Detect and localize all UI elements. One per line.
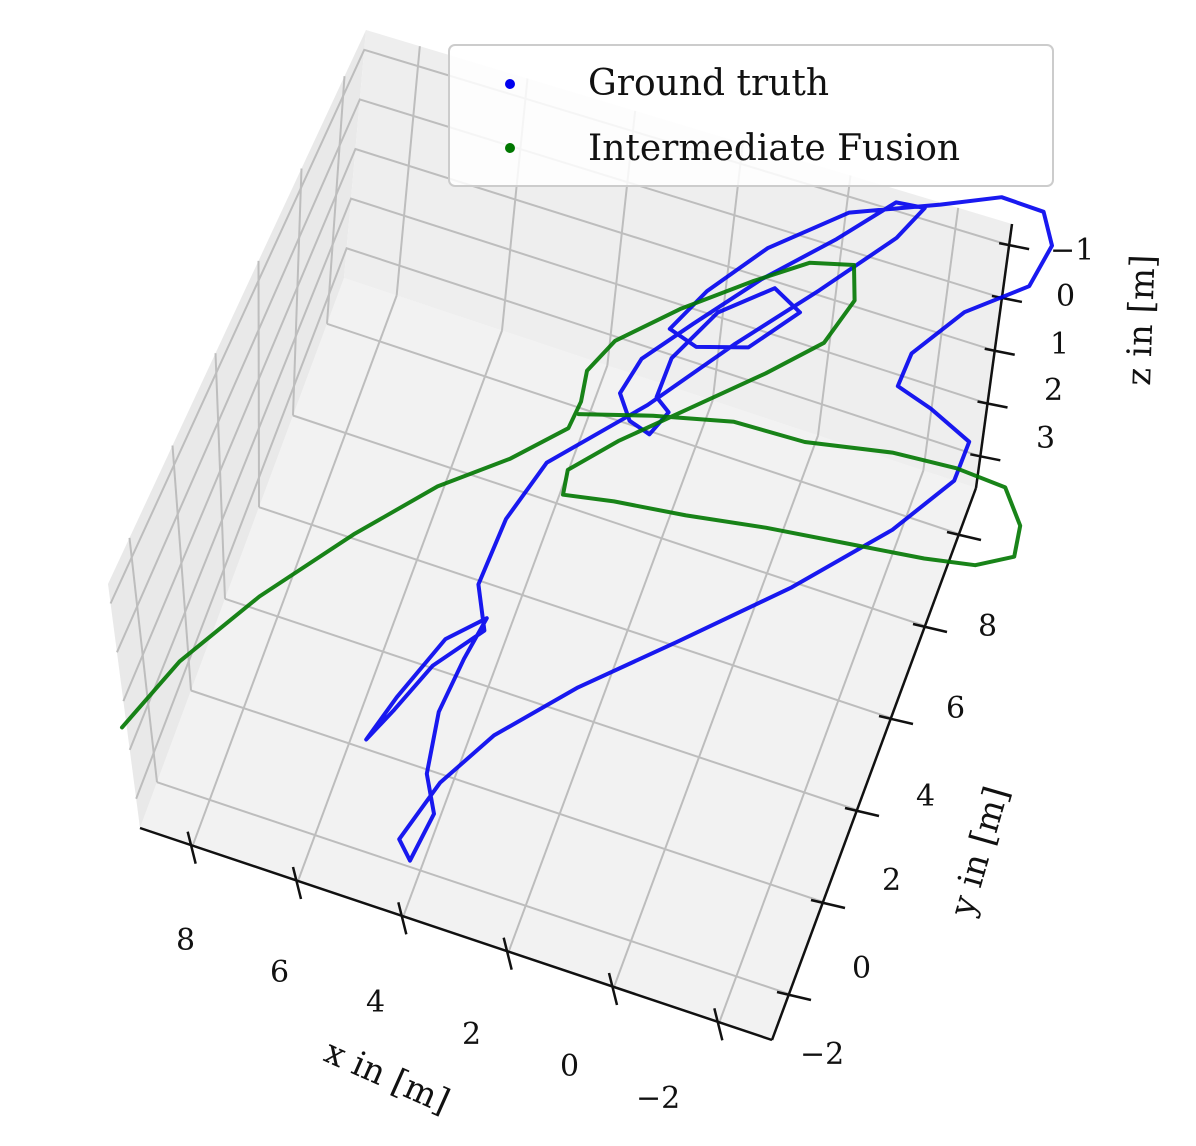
grid-line-x-floor xyxy=(191,295,398,847)
tick-marks xyxy=(186,241,1030,1041)
grid-line-y-leftwall xyxy=(292,168,303,416)
y-tick-label: 2 xyxy=(882,863,901,898)
grid-line-x-backwall xyxy=(395,46,421,296)
legend-label-ground-truth: Ground truth xyxy=(588,63,829,104)
grid-line-z-walls xyxy=(122,147,996,702)
y-tick-label: −2 xyxy=(800,1037,844,1072)
y-axis-label: y in [m] xyxy=(942,782,1017,921)
x-tick-mark xyxy=(291,866,303,900)
z-axis-line xyxy=(974,223,1014,489)
z-tick-label: −1 xyxy=(1050,233,1094,268)
grid-line-x-backwall xyxy=(817,175,852,436)
grid-line-y-floor xyxy=(190,689,824,903)
grid-line-y-leftwall xyxy=(257,260,260,508)
grid-line-x-backwall xyxy=(922,207,960,471)
grid-line-y-floor xyxy=(292,414,926,627)
x-tick-label: 8 xyxy=(176,923,195,958)
z-tick-mark xyxy=(991,294,1023,304)
z-tick-mark xyxy=(984,347,1015,356)
legend-marker-ground-truth xyxy=(505,79,515,89)
grid-line-y-floor xyxy=(258,506,892,719)
y-axis-line xyxy=(770,487,978,1041)
y-tick-mark xyxy=(810,898,846,910)
y-tick-labels: −2 0 2 4 6 8 xyxy=(800,609,997,1072)
grid-line-y-leftwall xyxy=(171,445,192,691)
z-tick-label: 0 xyxy=(1056,279,1075,314)
grid-line-z-walls xyxy=(116,98,1003,653)
x-tick-label: 0 xyxy=(560,1049,579,1084)
y-tick-mark xyxy=(844,806,880,818)
grid-line-y-floor xyxy=(224,597,858,811)
grid-line-y-leftwall xyxy=(326,76,346,324)
z-tick-labels: −1 0 1 2 3 xyxy=(1036,233,1094,456)
series-line-ground-truth xyxy=(364,195,1054,863)
z-tick-mark xyxy=(977,400,1008,409)
grid-line-x-floor xyxy=(613,435,819,988)
grid-line-x-floor xyxy=(297,330,503,882)
x-tick-label: 6 xyxy=(270,955,289,990)
x-axis-line xyxy=(139,826,773,1042)
z-tick-label: 2 xyxy=(1044,373,1063,408)
z-tick-label: 3 xyxy=(1036,421,1055,456)
x-tick-mark xyxy=(186,831,197,864)
grid-line-z-walls xyxy=(135,246,981,800)
x-tick-labels: 8 6 4 2 0 −2 xyxy=(176,923,680,1116)
grid-line-y-leftwall xyxy=(128,537,158,783)
grid-line-z-walls xyxy=(128,197,988,751)
legend: Ground truth Intermediate Fusion xyxy=(448,44,1054,187)
grid-line-x-floor xyxy=(507,400,714,953)
x-tick-mark xyxy=(713,1008,724,1041)
axis-lines xyxy=(139,223,1014,1042)
y-tick-mark xyxy=(946,530,982,542)
z-tick-mark xyxy=(998,241,1030,251)
x-tick-mark xyxy=(502,937,513,970)
legend-label-intermediate-fusion: Intermediate Fusion xyxy=(588,128,960,169)
x-tick-mark xyxy=(607,972,619,1006)
y-tick-mark xyxy=(776,990,812,1002)
grid-line-y-leftwall xyxy=(214,353,226,599)
y-tick-label: 0 xyxy=(852,951,871,986)
legend-box xyxy=(448,44,1054,187)
y-tick-label: 8 xyxy=(978,609,997,644)
y-tick-mark xyxy=(878,714,914,726)
grid-line-x-floor xyxy=(718,470,925,1023)
grid-lines xyxy=(109,46,1010,1023)
grid-line-x-floor xyxy=(402,365,609,917)
floor-pane xyxy=(140,278,976,1040)
legend-marker-intermediate-fusion xyxy=(505,143,515,153)
x-tick-label: −2 xyxy=(636,1081,680,1116)
trajectory-series xyxy=(120,195,1054,863)
y-tick-label: 6 xyxy=(946,691,965,726)
y-tick-label: 4 xyxy=(916,779,935,814)
x-axis-label: x in [m] xyxy=(318,1032,455,1122)
y-tick-mark xyxy=(912,622,948,634)
z-tick-label: 1 xyxy=(1050,327,1069,362)
z-axis-label: z in [m] xyxy=(1119,254,1164,386)
x-tick-mark xyxy=(397,902,408,935)
x-tick-label: 2 xyxy=(462,1017,481,1052)
grid-line-y-floor xyxy=(156,781,790,995)
x-tick-label: 4 xyxy=(366,985,385,1020)
series-line-intermediate-fusion xyxy=(120,260,1023,730)
z-tick-mark xyxy=(970,453,1001,462)
